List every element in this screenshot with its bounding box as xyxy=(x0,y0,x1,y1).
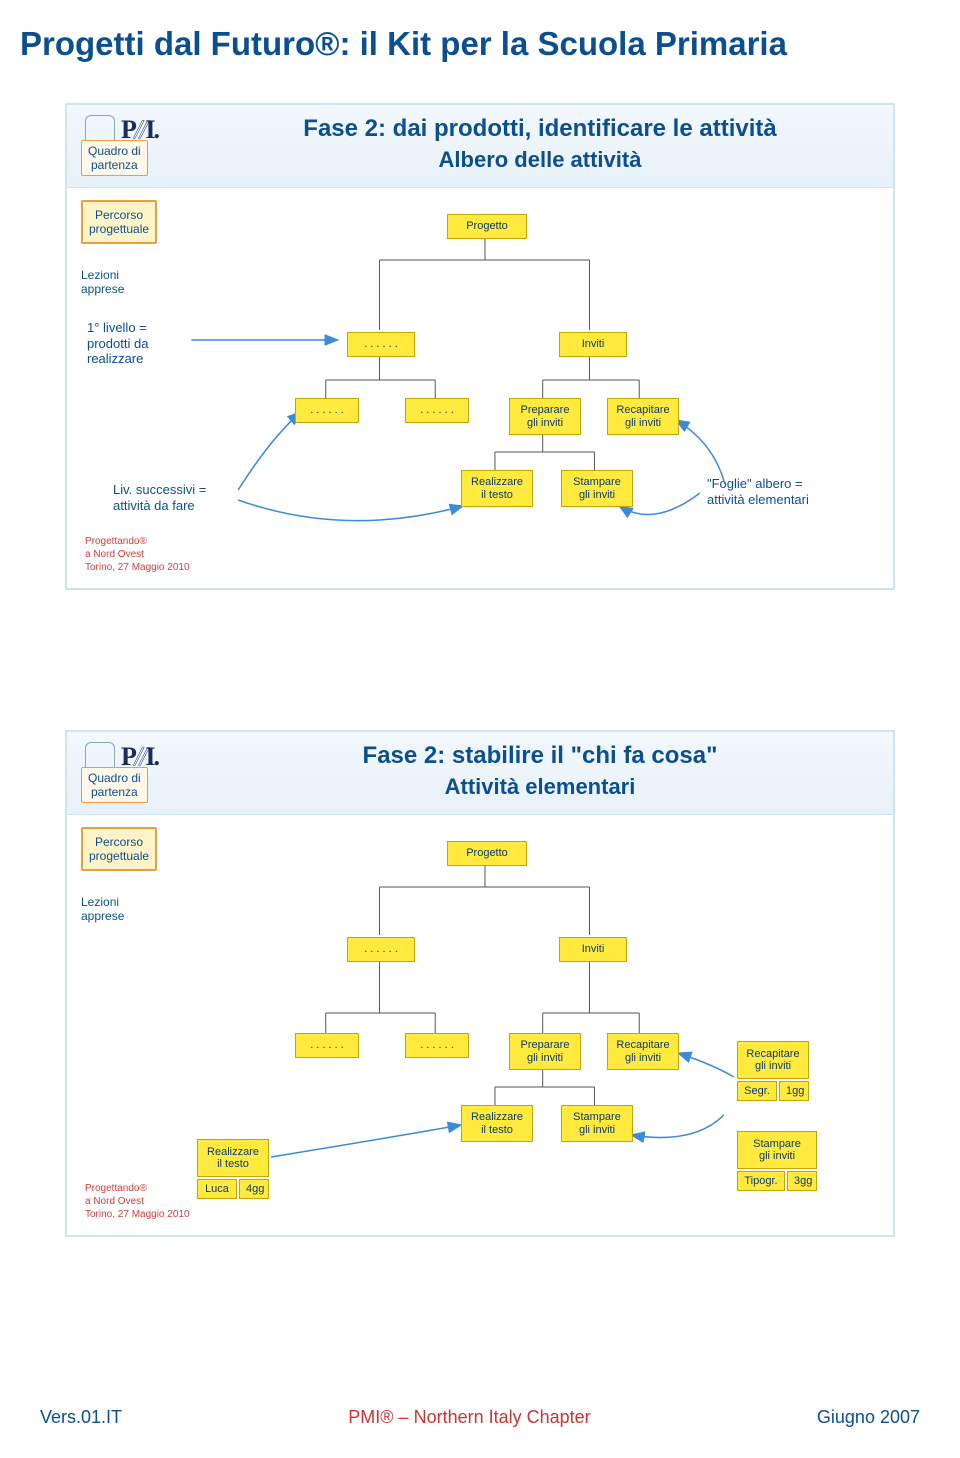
callout-stampare-dur: 3gg xyxy=(787,1171,817,1191)
slide-2-caption: Progettando® a Nord Ovest Torino, 27 Mag… xyxy=(85,1182,190,1221)
node-inviti-2: Inviti xyxy=(559,937,627,962)
callout-stampare: Stampare gli inviti Tipogr. 3gg xyxy=(737,1131,817,1191)
footer-date: Giugno 2007 xyxy=(817,1407,920,1428)
slide-1-header: Fase 2: dai prodotti, identificare le at… xyxy=(67,105,893,188)
page-title: Progetti dal Futuro®: il Kit per la Scuo… xyxy=(0,0,960,103)
callout-stampare-title: Stampare gli inviti xyxy=(737,1131,817,1169)
callout-recapitare: Recapitare gli inviti Segr. 1gg xyxy=(737,1041,809,1101)
slide-1-subtitle: Albero delle attività xyxy=(201,147,879,173)
footer-version: Vers.01.IT xyxy=(40,1407,122,1428)
slide-2-header: Fase 2: stabilire il "chi fa cosa" Attiv… xyxy=(67,732,893,815)
sidebar-quadro: Quadro di partenza xyxy=(81,140,148,176)
slide-2-title: Fase 2: stabilire il "chi fa cosa" xyxy=(201,742,879,770)
node-dots-1b: . . . . . . xyxy=(295,398,359,423)
node-realizzare-1: Realizzare il testo xyxy=(461,470,533,507)
callout-stampare-who: Tipogr. xyxy=(737,1171,785,1191)
node-preparare-1: Preparare gli inviti xyxy=(509,398,581,435)
node-dots-2a: . . . . . . xyxy=(347,937,415,962)
node-recapitare-1: Recapitare gli inviti xyxy=(607,398,679,435)
slide-2: P//I. Fase 2: stabilire il "chi fa cosa"… xyxy=(65,730,895,1237)
callout-recapitare-title: Recapitare gli inviti xyxy=(737,1041,809,1079)
slide-1: P//I. Fase 2: dai prodotti, identificare… xyxy=(65,103,895,590)
node-dots-2b: . . . . . . xyxy=(295,1033,359,1058)
footer-chapter: PMI® – Northern Italy Chapter xyxy=(348,1407,590,1428)
tree-lines-1 xyxy=(67,188,893,588)
sidebar-quadro-2: Quadro di partenza xyxy=(81,767,148,803)
callout-realizzare-title: Realizzare il testo xyxy=(197,1139,269,1177)
node-stampare-1: Stampare gli inviti xyxy=(561,470,633,507)
slide-2-subtitle: Attività elementari xyxy=(201,774,879,800)
node-realizzare-2: Realizzare il testo xyxy=(461,1105,533,1142)
node-progetto-1: Progetto xyxy=(447,214,527,239)
slide-1-title: Fase 2: dai prodotti, identificare le at… xyxy=(201,115,879,143)
node-recapitare-2: Recapitare gli inviti xyxy=(607,1033,679,1070)
callout-recapitare-who: Segr. xyxy=(737,1081,777,1101)
node-dots-1a: . . . . . . xyxy=(347,332,415,357)
node-preparare-2: Preparare gli inviti xyxy=(509,1033,581,1070)
node-stampare-2: Stampare gli inviti xyxy=(561,1105,633,1142)
callout-recapitare-dur: 1gg xyxy=(779,1081,809,1101)
node-dots-2c: . . . . . . xyxy=(405,1033,469,1058)
footer: Vers.01.IT PMI® – Northern Italy Chapter… xyxy=(0,1377,960,1448)
node-progetto-2: Progetto xyxy=(447,841,527,866)
callout-realizzare-dur: 4gg xyxy=(239,1179,269,1199)
node-inviti-1: Inviti xyxy=(559,332,627,357)
callout-realizzare-who: Luca xyxy=(197,1179,237,1199)
node-dots-1c: . . . . . . xyxy=(405,398,469,423)
callout-realizzare: Realizzare il testo Luca 4gg xyxy=(197,1139,269,1199)
slide-1-caption: Progettando® a Nord Ovest Torino, 27 Mag… xyxy=(85,535,190,574)
